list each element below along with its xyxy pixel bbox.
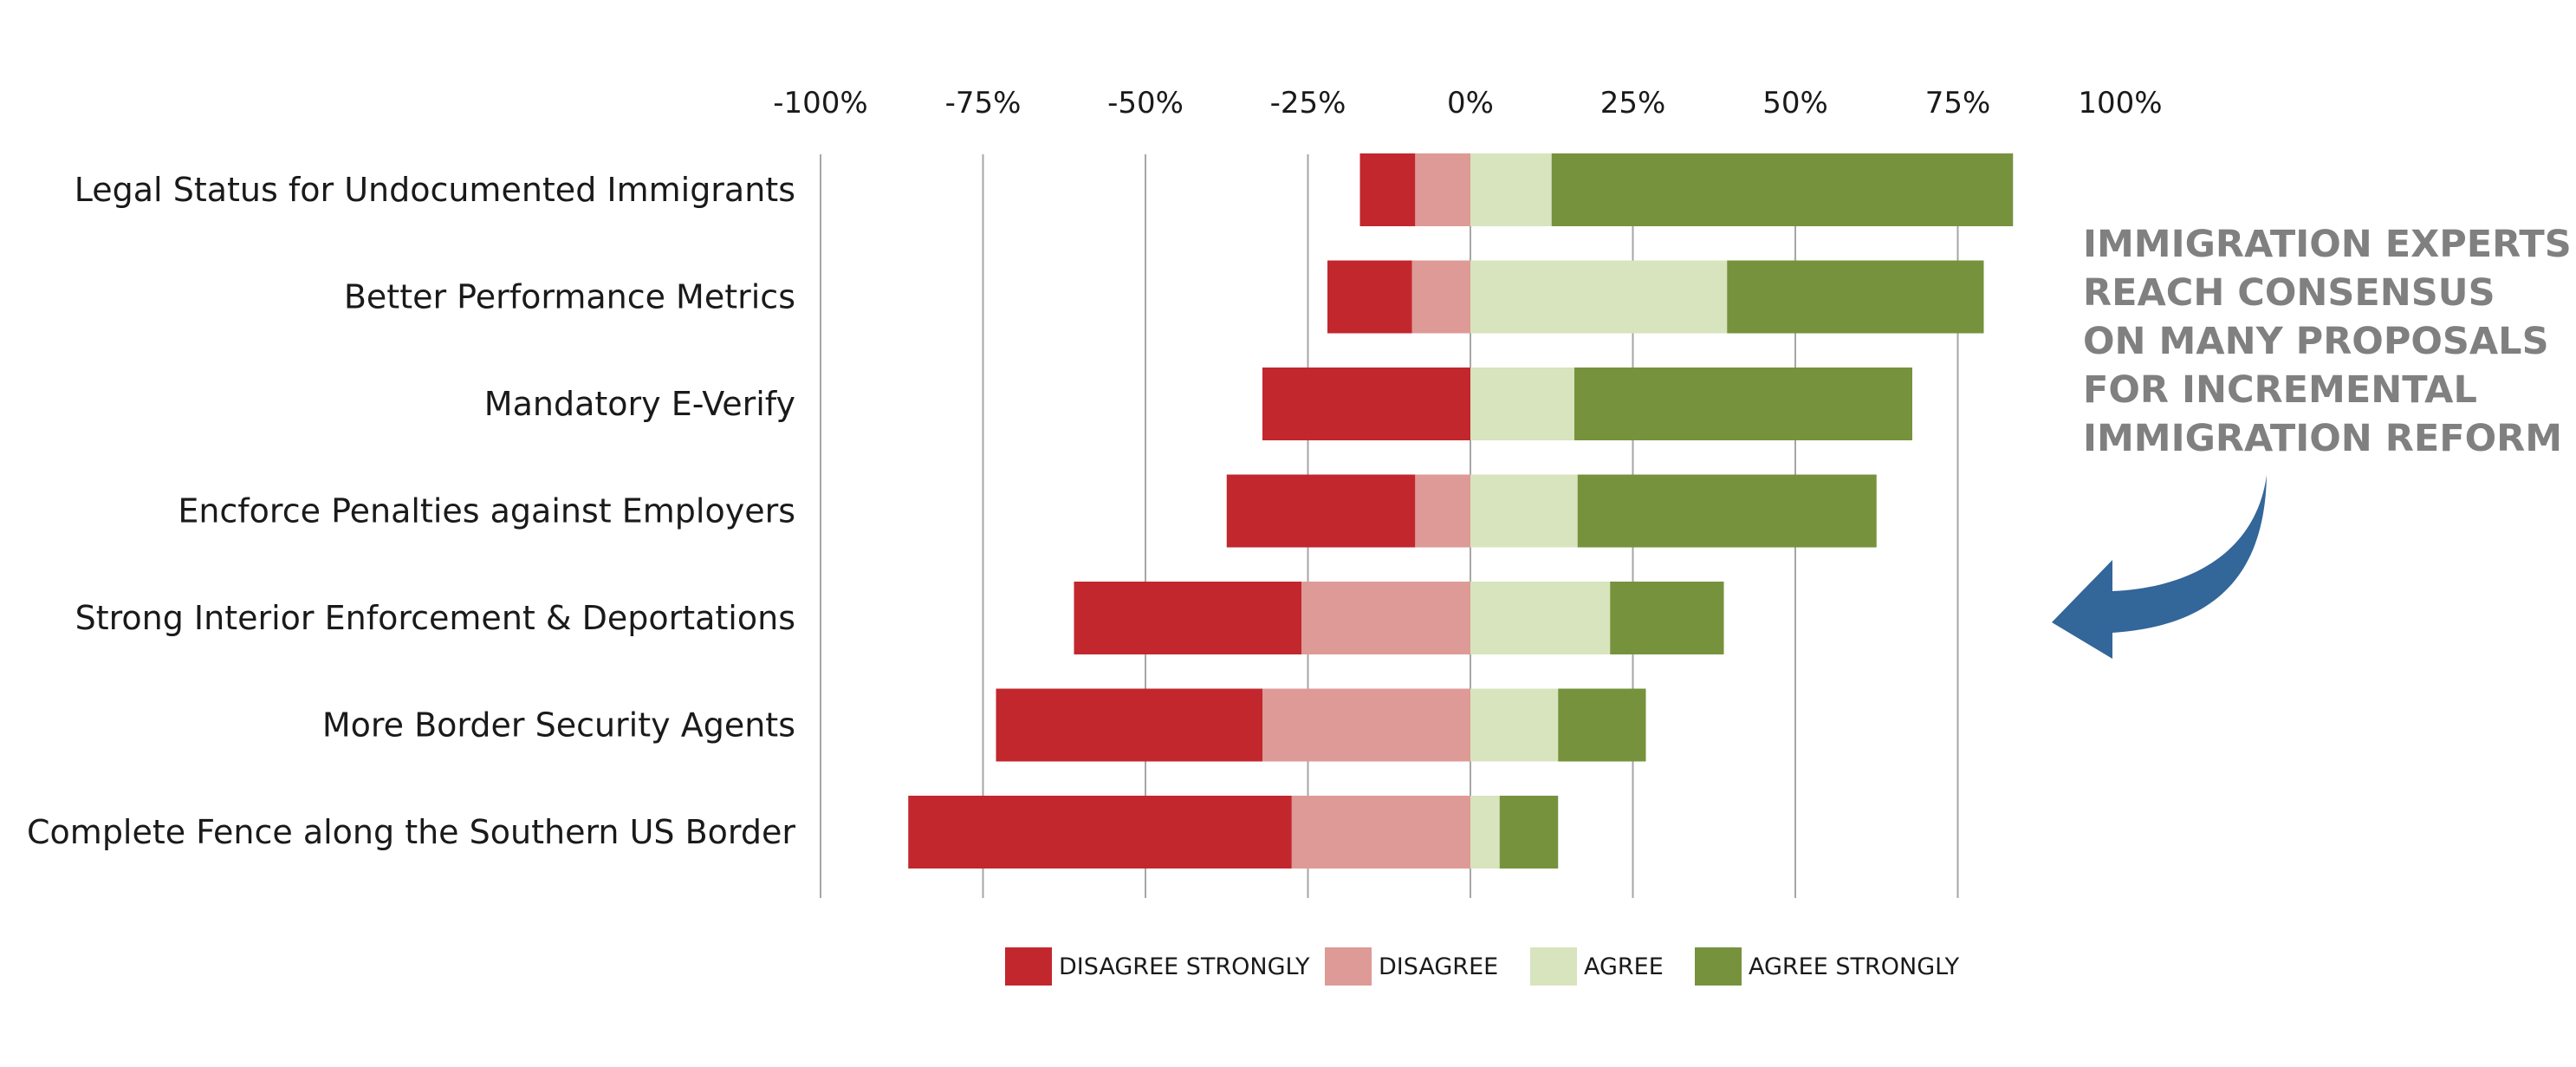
category-label: Mandatory E-Verify (484, 385, 795, 423)
annotation-line: IMMIGRATION EXPERTS (2083, 223, 2572, 266)
legend-label: DISAGREE (1379, 953, 1498, 980)
bar-segment (1470, 260, 1728, 334)
bar-segment (1610, 582, 1724, 654)
bar-segment (1411, 260, 1470, 334)
bar-segment (1558, 688, 1646, 762)
bar-segment (1470, 474, 1578, 548)
annotation-line: IMMIGRATION REFORM (2083, 417, 2563, 460)
x-tick-label: 100% (2078, 86, 2162, 120)
annotation-line: ON MANY PROPOSALS (2083, 320, 2549, 363)
x-tick-label: -100% (773, 86, 867, 120)
bar-segment (1470, 153, 1552, 226)
x-tick-label: -25% (1270, 86, 1346, 120)
legend-swatch (1530, 947, 1577, 986)
bars (908, 153, 2014, 869)
category-labels: Legal Status for Undocumented Immigrants… (27, 171, 795, 851)
bar-segment (1470, 368, 1574, 440)
legend-swatch (1695, 947, 1742, 986)
category-label: Strong Interior Enforcement & Deportatio… (75, 599, 795, 637)
category-label: Better Performance Metrics (344, 278, 795, 316)
category-label: Encforce Penalties against Employers (178, 492, 795, 530)
bar-segment (1262, 688, 1470, 762)
legend: DISAGREE STRONGLY DISAGREE AGREE AGREE STRO… (1005, 947, 1960, 986)
x-tick-label: 25% (1600, 86, 1666, 120)
bar-segment (996, 688, 1262, 762)
bar-segment (1574, 368, 1912, 440)
bar-segment (1470, 582, 1611, 654)
bar-segment (1415, 474, 1470, 548)
annotation-line: REACH CONSENSUS (2083, 271, 2495, 315)
category-label: Legal Status for Undocumented Immigrants (75, 171, 795, 209)
bar-segment (1226, 474, 1416, 548)
x-axis-ticks: -100% -75% -50% -25% 0% 25% 50% 75% 100% (773, 86, 2162, 120)
bar-segment (1327, 260, 1412, 334)
bar-segment (1262, 368, 1470, 440)
curved-arrow-left-icon (2052, 475, 2267, 659)
legend-swatch (1325, 947, 1372, 986)
x-tick-label: -75% (945, 86, 1022, 120)
bar-segment (1359, 153, 1416, 226)
bar-segment (1074, 582, 1301, 654)
bar-segment (1577, 474, 1877, 548)
bar-segment (908, 796, 1292, 869)
x-tick-label: 0% (1447, 86, 1494, 120)
bar-segment (1415, 153, 1470, 226)
annotation-line: FOR INCREMENTAL (2083, 368, 2477, 412)
category-label: More Border Security Agents (322, 706, 795, 745)
legend-label: AGREE STRONGLY (1749, 953, 1960, 980)
bar-segment (1291, 796, 1470, 869)
bar-segment (1551, 153, 2014, 226)
bar-segment (1470, 688, 1559, 762)
bar-segment (1470, 796, 1500, 869)
legend-label: DISAGREE STRONGLY (1059, 953, 1310, 980)
x-tick-label: -50% (1107, 86, 1184, 120)
legend-swatch (1005, 947, 1052, 986)
x-tick-label: 50% (1762, 86, 1828, 120)
bar-segment (1727, 260, 1984, 334)
bar-segment (1499, 796, 1559, 869)
annotation-text: IMMIGRATION EXPERTS REACH CONSENSUS ON MAN… (2083, 220, 2572, 463)
x-tick-label: 75% (1925, 86, 1991, 120)
category-label: Complete Fence along the Southern US Bor… (27, 813, 795, 851)
legend-label: AGREE (1584, 953, 1664, 980)
bar-segment (1301, 582, 1470, 654)
